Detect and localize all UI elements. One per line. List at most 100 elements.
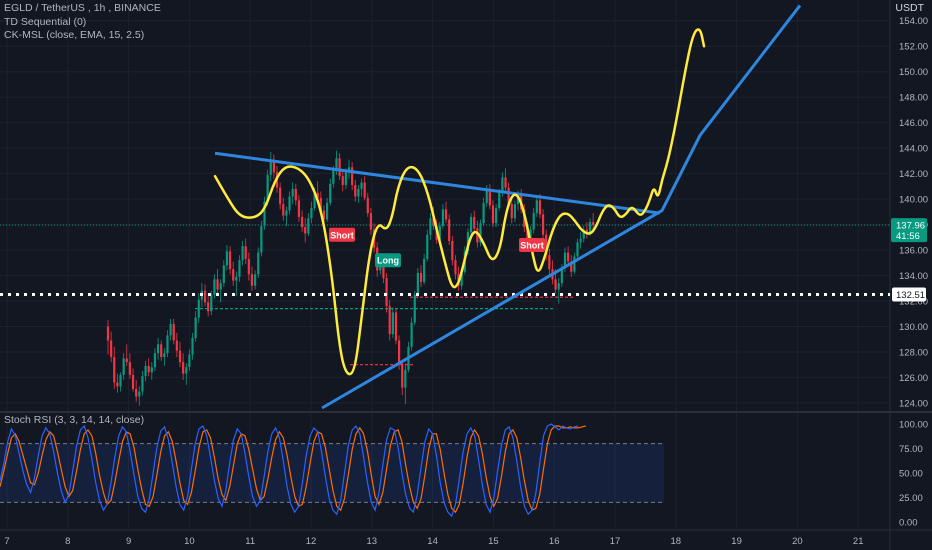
candle-body bbox=[122, 358, 125, 375]
candle-body bbox=[222, 265, 225, 284]
stoch-d-line bbox=[0, 425, 586, 514]
candle-body bbox=[319, 197, 322, 211]
candle-body bbox=[300, 216, 304, 228]
stoch-k-line bbox=[0, 423, 579, 518]
symbol-quote: TetherUS bbox=[41, 2, 85, 14]
candle-body bbox=[391, 312, 394, 335]
candle-body bbox=[288, 196, 291, 211]
price-tick-label: 146.00 bbox=[899, 118, 928, 129]
price-tick-label: 154.00 bbox=[899, 16, 928, 27]
candle-body bbox=[485, 188, 488, 203]
price-tick-label: 142.00 bbox=[899, 169, 928, 180]
candle-body bbox=[538, 200, 542, 215]
candle-body bbox=[329, 183, 332, 203]
support-price-tag: 132.51 bbox=[896, 290, 925, 301]
stoch-rsi-title[interactable]: Stoch RSI (3, 3, 14, 14, close) bbox=[4, 414, 145, 426]
indicator-td-sequential[interactable]: TD Sequential (0) bbox=[4, 16, 87, 28]
price-tick-label: 136.00 bbox=[899, 246, 928, 257]
candle-body bbox=[241, 246, 244, 261]
candle-body bbox=[216, 279, 219, 290]
upper-trendline bbox=[214, 151, 661, 215]
time-tick-label: 8 bbox=[65, 536, 70, 547]
candle-body bbox=[335, 158, 338, 170]
candle-body bbox=[369, 213, 373, 230]
candle-body bbox=[185, 367, 188, 374]
candle-body bbox=[545, 234, 548, 256]
candle-body bbox=[266, 174, 269, 202]
stoch-tick-label: 0.00 bbox=[899, 518, 918, 529]
candle-body bbox=[469, 216, 473, 233]
symbol-legend[interactable]: EGLD / TetherUS , 1h , BINANCE bbox=[4, 2, 161, 14]
time-axis[interactable]: 7 8 9 10 11 12 13 14 15 16 17 18 19 20 21 bbox=[4, 536, 863, 547]
candle-body bbox=[310, 208, 313, 219]
currency-label[interactable]: USDT bbox=[895, 2, 924, 14]
candle-body bbox=[203, 290, 207, 303]
time-tick-label: 13 bbox=[367, 536, 378, 547]
candle-body bbox=[285, 210, 288, 216]
support-price-tag-bg bbox=[892, 287, 926, 302]
candle-body bbox=[238, 260, 241, 277]
candle-body bbox=[535, 200, 538, 214]
candle-body bbox=[366, 197, 369, 214]
time-tick-label: 9 bbox=[126, 536, 131, 547]
candle-body bbox=[582, 229, 585, 239]
candle-body bbox=[197, 299, 200, 318]
candle-body bbox=[354, 185, 357, 197]
candle-body bbox=[532, 213, 535, 230]
price-tick-label: 130.00 bbox=[899, 322, 928, 333]
yellow-projection-drawing bbox=[213, 28, 706, 376]
candle-body bbox=[413, 294, 416, 323]
candle-body bbox=[213, 279, 216, 295]
candle-body bbox=[150, 367, 153, 373]
time-tick-label: 15 bbox=[488, 536, 499, 547]
signal-label-bg bbox=[375, 253, 401, 268]
candle-body bbox=[307, 218, 310, 234]
candle-body bbox=[554, 279, 557, 290]
candle-body bbox=[106, 326, 110, 341]
price-tick-label: 150.00 bbox=[899, 67, 928, 78]
candle-body bbox=[131, 374, 135, 389]
candle-body bbox=[304, 227, 307, 234]
stoch-rsi-pane: 100.00 75.00 50.00 25.00 0.00 bbox=[0, 420, 928, 529]
stoch-tick-label: 100.00 bbox=[899, 420, 928, 431]
candle-body bbox=[444, 209, 448, 220]
candle-body bbox=[419, 272, 423, 282]
candle-body bbox=[507, 187, 510, 205]
candle-body bbox=[404, 369, 407, 388]
candle-body bbox=[332, 169, 335, 184]
candle-body bbox=[219, 283, 222, 290]
candle-body bbox=[592, 222, 595, 226]
time-tick-label: 20 bbox=[792, 536, 803, 547]
last-price-tag-bg bbox=[891, 218, 927, 243]
drawings-layer bbox=[0, 4, 890, 410]
time-tick-label: 7 bbox=[4, 536, 9, 547]
candle-body bbox=[482, 202, 485, 224]
candle-body bbox=[194, 317, 197, 338]
candle-body bbox=[495, 208, 498, 224]
signal-label-bg bbox=[519, 237, 545, 252]
candle-body bbox=[269, 159, 272, 175]
candle-body bbox=[232, 269, 235, 281]
candle-body bbox=[188, 354, 191, 368]
candle-body bbox=[488, 188, 491, 206]
candle-body bbox=[438, 225, 441, 240]
time-tick-label: 19 bbox=[731, 536, 742, 547]
signal-label-text: Short bbox=[520, 240, 544, 250]
candle-body bbox=[416, 272, 419, 295]
candle-body bbox=[247, 258, 250, 275]
price-tick-label: 126.00 bbox=[899, 373, 928, 384]
candle-body bbox=[560, 267, 563, 284]
candle-body bbox=[397, 340, 401, 364]
candle-body bbox=[529, 229, 532, 244]
candle-body bbox=[526, 227, 529, 244]
time-tick-label: 10 bbox=[184, 536, 195, 547]
indicator-ck-msl[interactable]: CK-MSL (close, EMA, 15, 2.5) bbox=[4, 29, 145, 41]
candle-body bbox=[363, 182, 366, 198]
candle-body bbox=[313, 192, 316, 208]
price-tick-label: 134.00 bbox=[899, 271, 928, 282]
candle-body bbox=[169, 323, 172, 336]
candle-body bbox=[504, 177, 507, 188]
candle-body bbox=[163, 353, 166, 358]
